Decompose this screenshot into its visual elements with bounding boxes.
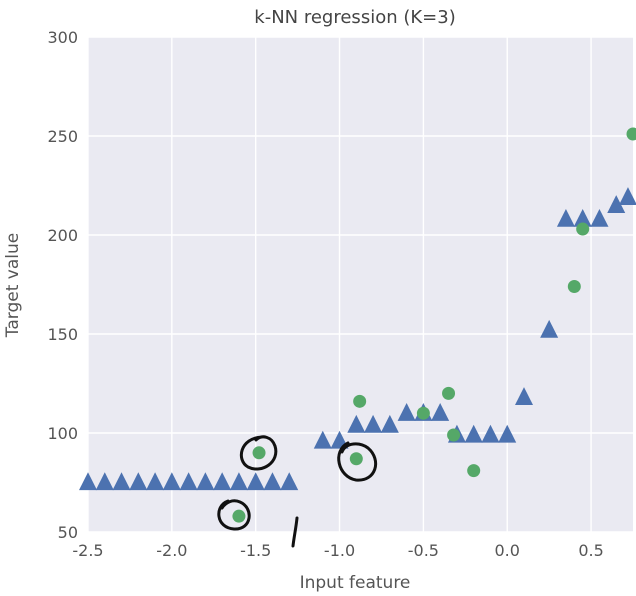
x-tick-label: -1.5 [240,541,271,560]
triangle-point [364,414,383,433]
circle-point [252,446,266,460]
circle-point [626,127,636,141]
triangle-point [515,387,533,406]
triangle-point [146,472,165,491]
plot-area [79,36,636,533]
triangle-point [196,472,215,491]
x-tick-label: 0.5 [578,541,603,560]
x-tick-label: -2.0 [156,541,187,560]
plot-background [88,37,633,532]
y-tick-label: 100 [47,424,78,443]
triangle-point [280,472,299,491]
y-tick-label: 200 [47,226,78,245]
annotation-circle-3 [217,499,251,531]
y-axis-label: Target value [3,233,23,338]
triangle-point [112,472,131,491]
triangle-point [590,208,609,227]
triangle-point [179,472,198,491]
x-tick-label: -0.5 [408,541,439,560]
triangle-point [95,472,114,491]
series-circle-markers [232,127,636,523]
y-tick-label: 250 [47,127,78,146]
triangle-point [313,430,332,449]
triangle-point [481,424,500,443]
circle-point [353,394,367,408]
x-tick-labels: -2.5 -2.0 -1.5 -1.0 -0.5 0.0 0.5 [72,541,603,560]
annotation-circle-2 [337,441,378,482]
x-tick-label: 0.0 [495,541,520,560]
y-tick-label: 150 [47,325,78,344]
circle-point [232,509,246,523]
circle-point [576,222,590,236]
y-tick-labels: 50 100 150 200 250 300 [47,28,78,542]
triangle-point [464,424,483,443]
x-tick-label: -2.5 [72,541,103,560]
series-triangle-markers [79,187,636,491]
triangle-point [246,472,265,491]
triangle-point [618,187,636,206]
triangle-point [229,472,248,491]
triangle-point [162,472,181,491]
x-axis-label: Input feature [300,573,411,593]
triangle-point [498,424,517,443]
annotation-circle-1 [239,435,278,471]
triangle-point [556,208,575,227]
annotation-mark [291,516,299,548]
circle-point [442,386,456,400]
triangle-point [431,403,450,421]
triangle-point [607,195,626,213]
circle-point [467,464,481,478]
series-layer [79,127,636,523]
chart-title: k-NN regression (K=3) [254,7,455,28]
triangle-point [347,414,366,433]
triangle-point [380,414,399,433]
x-tick-label: -1.0 [324,541,355,560]
circle-point [567,279,581,293]
y-tick-label: 50 [58,523,78,542]
circle-point [349,452,363,466]
hand-drawn-annotations [217,435,378,548]
triangle-point [129,472,148,491]
circle-point [447,428,461,442]
triangle-point [213,472,232,491]
triangle-point [540,319,559,338]
triangle-point [397,403,416,421]
y-tick-label: 300 [47,28,78,47]
triangle-point [263,472,282,491]
triangle-point [573,208,592,227]
triangle-point [79,472,97,491]
circle-point [416,406,430,420]
